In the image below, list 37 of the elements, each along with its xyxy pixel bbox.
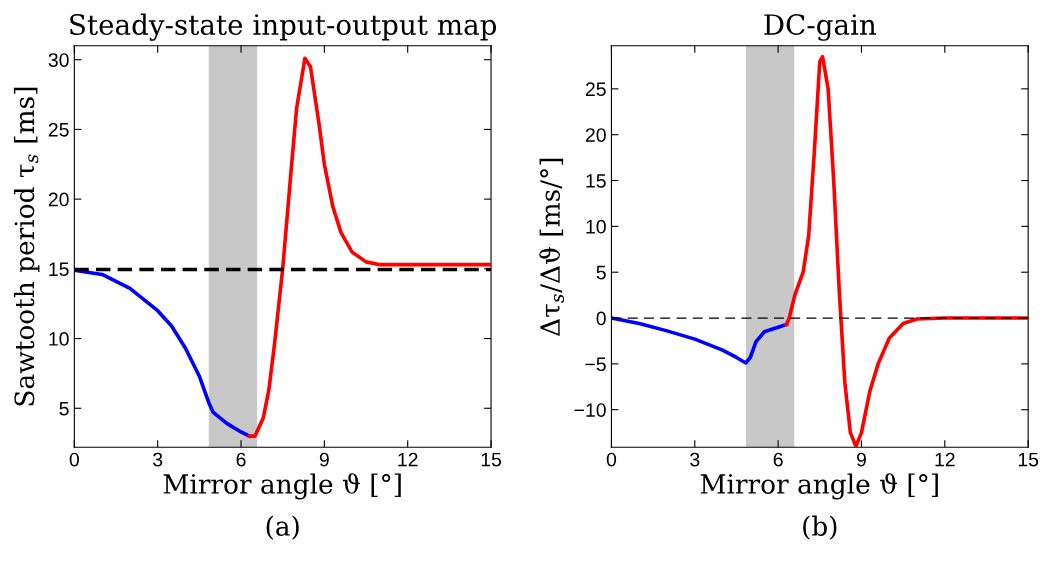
chart-title: DC-gain bbox=[764, 14, 877, 41]
y-tick-label: 10 bbox=[49, 332, 69, 346]
x-axis-title: Mirror angle ϑ [°] bbox=[163, 473, 401, 500]
chart-title: Steady-state input-output map bbox=[70, 13, 497, 41]
y-tick-label: 15 bbox=[586, 174, 606, 188]
y-tick-label: 20 bbox=[585, 128, 606, 142]
x-tick-label: 15 bbox=[1018, 452, 1039, 467]
y-axis-title: Sawtooth period τ$_{s}$ [ms] bbox=[13, 87, 40, 406]
line-series bbox=[784, 54, 1029, 448]
y-tick-label: 10 bbox=[586, 219, 606, 234]
x-tick-label: 9 bbox=[856, 452, 866, 467]
text: (b) bbox=[803, 515, 837, 540]
y-tick-label: 30 bbox=[48, 53, 69, 67]
x-tick-label: 3 bbox=[690, 452, 700, 467]
x-tick-label: 15 bbox=[481, 452, 502, 467]
text: (a) bbox=[266, 515, 299, 540]
y-tick-label: 0 bbox=[596, 311, 606, 326]
y-tick-label: 25 bbox=[585, 82, 606, 97]
x-tick-label: 3 bbox=[153, 452, 163, 467]
x-tick-label: 12 bbox=[935, 452, 955, 467]
y-tick-label: −10 bbox=[574, 403, 606, 417]
y-tick-label: 5 bbox=[596, 265, 606, 280]
y-tick-label: 20 bbox=[48, 192, 69, 207]
line-series bbox=[611, 316, 789, 365]
x-axis-title: Mirror angle ϑ [°] bbox=[700, 473, 938, 500]
x-tick-label: 12 bbox=[398, 452, 418, 467]
x-tick-label: 0 bbox=[69, 452, 79, 467]
y-tick-label: 5 bbox=[59, 401, 69, 416]
x-tick-label: 0 bbox=[606, 452, 617, 467]
x-tick-label: 6 bbox=[773, 452, 783, 467]
x-tick-label: 6 bbox=[236, 452, 246, 467]
y-tick-label: 15 bbox=[49, 262, 69, 277]
y-axis-title: Δτ$_{s}$/Δϑ [ms/°] bbox=[539, 158, 565, 336]
line-series bbox=[247, 56, 492, 438]
y-tick-label: −5 bbox=[585, 357, 606, 372]
x-tick-label: 9 bbox=[319, 452, 329, 467]
y-tick-label: 25 bbox=[48, 122, 69, 137]
